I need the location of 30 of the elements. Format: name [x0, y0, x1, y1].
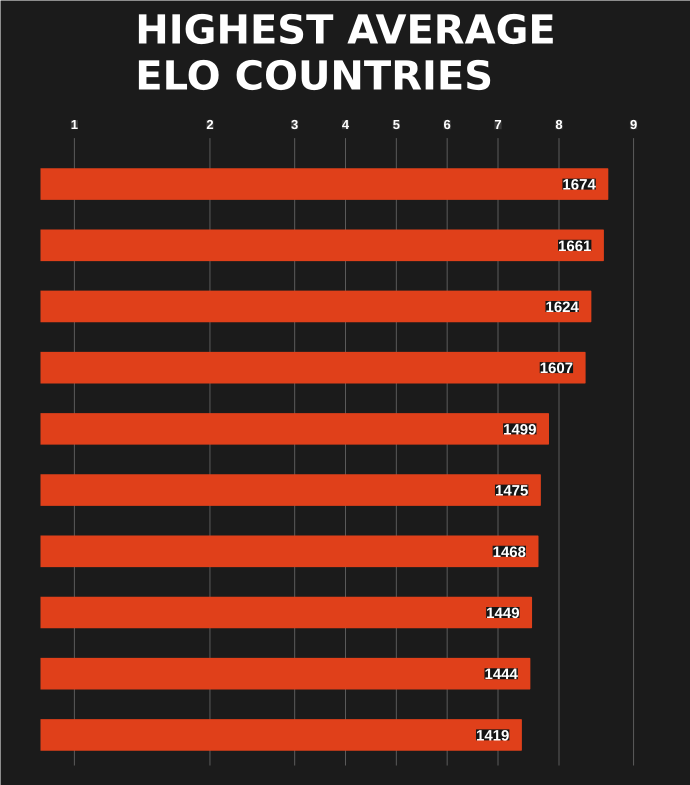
- bar: [40, 535, 538, 568]
- bar: [40, 474, 541, 506]
- text: 5: [392, 117, 400, 132]
- data-label: 1499: [503, 421, 536, 438]
- text: 4: [342, 117, 350, 132]
- data-label: 1661: [558, 238, 592, 255]
- text: 3: [291, 117, 298, 132]
- bar: [40, 352, 586, 384]
- bar: [40, 719, 522, 751]
- text: 9: [630, 117, 638, 132]
- data-label: 1607: [540, 360, 574, 378]
- text: 2: [206, 117, 214, 132]
- data-label: 1419: [476, 727, 510, 744]
- data-label: 1475: [494, 482, 528, 500]
- bar: [40, 290, 592, 322]
- data-label: 1624: [545, 298, 580, 316]
- bar: [40, 168, 608, 200]
- bar: [40, 658, 530, 690]
- text: 6: [444, 117, 451, 132]
- data-label: 1449: [486, 604, 520, 622]
- bar: [40, 413, 549, 445]
- bar: [40, 229, 604, 262]
- data-label: 1674: [562, 176, 596, 194]
- data-label: 1444: [484, 666, 519, 684]
- text: 1: [70, 117, 78, 132]
- text: 7: [494, 117, 502, 132]
- text: 8: [555, 117, 563, 132]
- data-label: 1468: [492, 544, 526, 561]
- bar: [40, 596, 532, 628]
- chart-title: HIGHEST AVERAGE ELO COUNTRIES: [135, 8, 556, 100]
